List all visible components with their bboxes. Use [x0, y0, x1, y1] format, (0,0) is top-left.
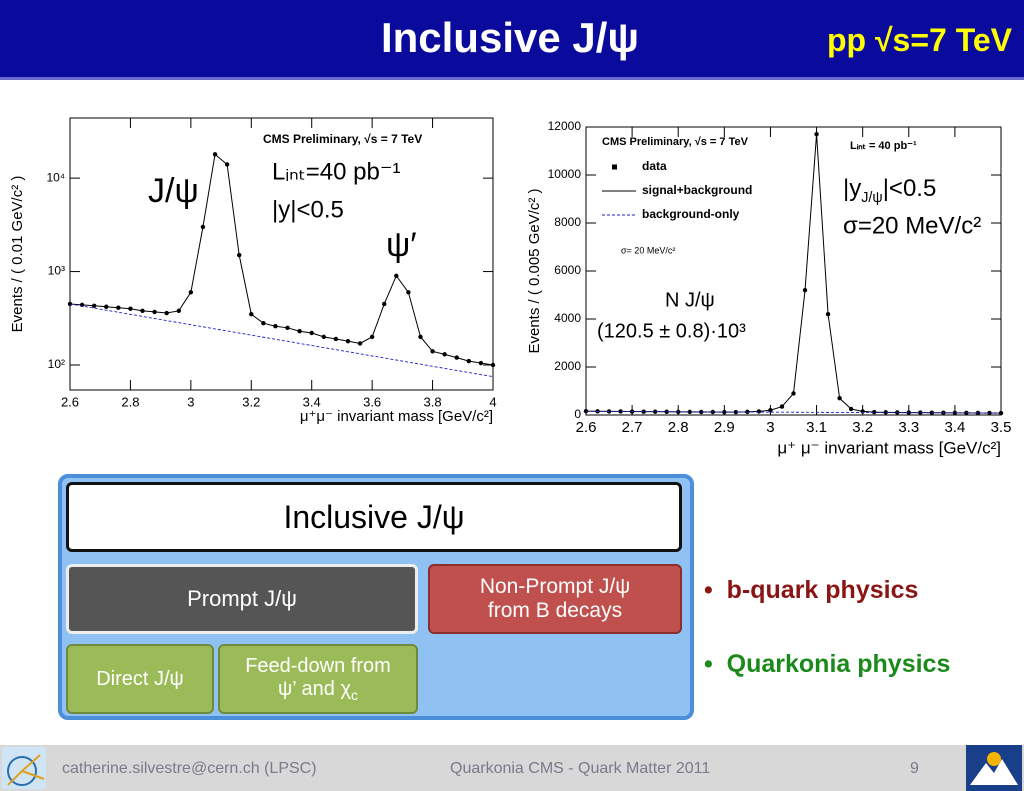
- x-tick-label: 2.6: [576, 419, 597, 436]
- x-tick-label: 3.4: [944, 419, 965, 436]
- bullet: • b-quark physics: [704, 576, 919, 604]
- x-tick-label: 3: [766, 419, 774, 436]
- annotation: (120.5 ± 0.8)·10³: [597, 320, 746, 342]
- x-axis-title: μ⁺ μ⁻ invariant mass [GeV/c²]: [777, 438, 1001, 457]
- y-tick-label: 6000: [554, 263, 581, 277]
- node-label: Feed-down from: [245, 654, 391, 677]
- annotation: N J/ψ: [665, 289, 715, 311]
- node-label: Prompt J/ψ: [187, 586, 297, 612]
- cms-logo: [2, 747, 46, 789]
- background-curve: [69, 303, 494, 378]
- node-nonprompt: Non-Prompt J/ψ from B decays: [428, 564, 682, 634]
- y-tick-label: 12000: [548, 119, 582, 133]
- annotation: σ=20 MeV/c²: [843, 212, 981, 239]
- y-tick-label: 2000: [554, 359, 581, 373]
- node-label: ψ’ and χ: [278, 677, 351, 700]
- bullet: • Quarkonia physics: [704, 650, 951, 678]
- node-label: Inclusive J/ψ: [283, 498, 465, 535]
- x-tick-label: 2.8: [668, 419, 689, 436]
- x-tick-label: 3.2: [852, 419, 873, 436]
- slide-title: Inclusive J/ψ: [380, 14, 640, 61]
- x-axis-title: μ⁺μ⁻ invariant mass [GeV/c²]: [300, 408, 493, 425]
- annotation: Lᵢₙₜ=40 pb⁻¹: [272, 158, 401, 185]
- x-tick-label: 4: [489, 394, 496, 409]
- page-number: 9: [910, 760, 919, 777]
- y-tick-label: 8000: [554, 215, 581, 229]
- x-tick-label: 3.1: [806, 419, 827, 436]
- node-direct: Direct J/ψ: [66, 644, 214, 714]
- y-axis-title: Events / ( 0.005 GeV/c² ): [526, 188, 543, 353]
- logo-ring: [7, 756, 37, 786]
- annotation-part: J/ψ: [861, 190, 882, 206]
- bullet-text: b-quark physics: [726, 576, 919, 604]
- logo-mountain: [970, 759, 1018, 785]
- x-tick-label: 2.7: [622, 419, 643, 436]
- node-label: from B decays: [487, 599, 623, 622]
- legend-label: data: [642, 159, 667, 173]
- background-curve: [585, 410, 1002, 414]
- legend-symbol: [612, 164, 617, 170]
- node-label: Non-Prompt J/ψ: [479, 574, 631, 598]
- mass-plot-linear: 0 2000 4000 6000 8000 10000 12000 2.6 2.7 2.8 2.9 3…: [526, 119, 1012, 457]
- node-label: Direct J/ψ: [96, 667, 184, 690]
- x-tick-label: 3.2: [242, 394, 260, 409]
- annotation: σ= 20 MeV/c²: [621, 245, 675, 255]
- bullet-text: Quarkonia physics: [726, 650, 951, 678]
- x-tick-label: 3.5: [991, 419, 1012, 436]
- x-tick-label: 3.4: [303, 394, 321, 409]
- y-tick-label: 10³: [48, 264, 65, 278]
- y-tick-label: 10000: [548, 167, 582, 181]
- mass-plot-log: 10² 10³ 10⁴ 2.6 2.8 3 3.2 3.4 3.6 3.8 4μ⁺μ⁻ invari…: [9, 117, 497, 425]
- node-label-sub: c: [350, 686, 358, 703]
- logo-sun: [987, 752, 1001, 766]
- annotation: Lᵢₙₜ = 40 pb⁻¹: [850, 140, 917, 152]
- y-tick-label: 4000: [554, 311, 581, 325]
- x-tick-label: 3.8: [424, 394, 442, 409]
- annotation: ψ′: [386, 226, 417, 264]
- x-tick-label: 3.6: [363, 394, 381, 409]
- annotation: CMS Preliminary, √s = 7 TeV: [602, 136, 749, 148]
- footer-event: Quarkonia CMS - Quark Matter 2011: [450, 760, 711, 777]
- y-axis-title: Events / ( 0.01 GeV/c² ): [9, 176, 26, 333]
- node-feeddown: Feed-down from ψ’ and χc: [218, 644, 418, 714]
- legend-label: signal+background: [642, 183, 752, 197]
- slide-subtitle: pp √s=7 TeV: [826, 22, 1012, 58]
- annotation: |y|<0.5: [272, 196, 344, 223]
- fit-curve: [69, 153, 494, 366]
- node-prompt: Prompt J/ψ: [66, 564, 418, 634]
- x-tick-label: 2.8: [121, 394, 139, 409]
- x-tick-label: 2.6: [61, 394, 79, 409]
- x-tick-label: 3: [187, 394, 194, 409]
- x-tick-label: 3.3: [898, 419, 919, 436]
- y-tick-label: 0: [574, 407, 581, 421]
- annotation: |yJ/ψ|<0.5: [843, 175, 936, 205]
- fit-curve: [585, 134, 1002, 414]
- annotation: CMS Preliminary, √s = 7 TeV: [263, 132, 422, 146]
- diagram-box: Inclusive J/ψ Prompt J/ψ Non-Prompt J/ψ …: [58, 474, 694, 720]
- footer-author: catherine.silvestre@cern.ch (LPSC): [62, 760, 317, 777]
- data-point: [583, 408, 589, 414]
- node-label-line: ψ’ and χc: [278, 678, 358, 703]
- legend-label: background-only: [642, 207, 740, 221]
- annotation-part: |y: [843, 175, 861, 202]
- y-tick-label: 10⁴: [46, 170, 65, 184]
- x-tick-label: 2.9: [714, 419, 735, 436]
- qm-logo: [966, 745, 1022, 791]
- logo-tracks: [7, 754, 45, 786]
- y-tick-label: 10²: [48, 357, 65, 371]
- node-inclusive: Inclusive J/ψ: [66, 482, 682, 552]
- annotation: J/ψ: [148, 172, 199, 210]
- plot-frame: [69, 117, 494, 391]
- annotation-part: |<0.5: [883, 175, 937, 202]
- header-bar: [0, 0, 1024, 80]
- footer-bar: catherine.silvestre@cern.ch (LPSC) Quark…: [0, 745, 1024, 791]
